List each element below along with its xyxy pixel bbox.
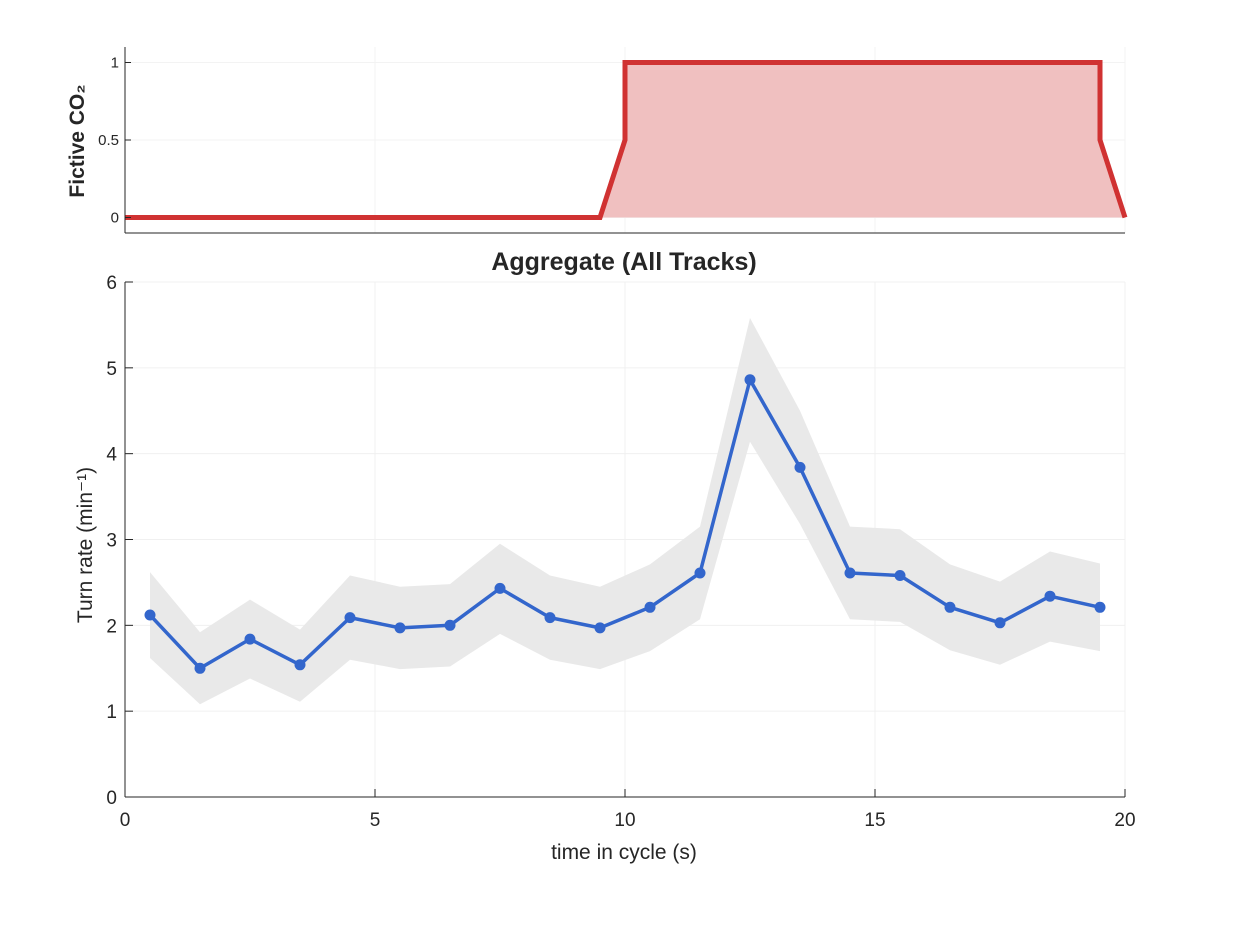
data-point	[494, 582, 506, 594]
co2-area	[125, 60, 1128, 220]
co2-y-axis-label: Fictive CO₂	[66, 84, 89, 197]
mean-line	[148, 378, 1101, 671]
data-point	[444, 619, 456, 631]
co2-line	[125, 60, 1128, 220]
x-tick-label: 0	[120, 810, 131, 831]
data-point	[844, 567, 856, 579]
y-tick-label: 1	[106, 702, 117, 723]
turn-rate-ticks: 0 5 10 15 20 0 1 2 3 4 5 6	[106, 273, 1135, 831]
chart-title: Aggregate (All Tracks)	[491, 248, 756, 276]
turn-rate-line	[144, 374, 1106, 674]
data-point	[244, 633, 256, 645]
data-point	[394, 622, 406, 634]
data-point	[694, 567, 706, 579]
y-axis-label: Turn rate (min⁻¹)	[74, 467, 97, 623]
co2-y-tick-label: 0	[111, 210, 119, 227]
x-tick-label: 5	[370, 810, 381, 831]
data-point	[194, 662, 206, 674]
data-point	[644, 601, 656, 613]
x-tick-label: 10	[614, 810, 635, 831]
y-tick-label: 5	[106, 359, 117, 380]
y-tick-label: 4	[106, 445, 117, 466]
co2-y-tick-label: 1	[111, 55, 119, 72]
data-point	[1044, 590, 1056, 602]
data-point	[594, 622, 606, 634]
data-point	[1094, 601, 1106, 613]
y-tick-label: 2	[106, 616, 117, 637]
data-point	[144, 609, 156, 621]
co2-y-tick-label: 0.5	[98, 132, 119, 149]
x-tick-label: 15	[864, 810, 885, 831]
data-point	[744, 374, 756, 386]
error-band	[150, 318, 1100, 705]
turn-rate-panel: Aggregate (All Tracks) 0 5 10 15 20 0 1 2 3 4 5 6 t…	[74, 248, 1136, 864]
data-point	[794, 461, 806, 473]
data-point	[544, 612, 556, 624]
data-point	[894, 570, 906, 581]
co2-panel: 00.51 Fictive CO₂	[66, 47, 1128, 234]
turn-rate-band	[150, 318, 1100, 705]
x-tick-label: 20	[1114, 810, 1135, 831]
co2-ticks: 00.51	[98, 55, 131, 227]
x-axis-label: time in cycle (s)	[551, 841, 697, 864]
y-tick-label: 3	[106, 531, 117, 552]
turn-rate-grid	[124, 281, 1126, 798]
y-tick-label: 6	[106, 273, 117, 294]
data-point	[294, 659, 306, 671]
data-point	[344, 612, 356, 624]
data-point	[944, 601, 956, 613]
y-tick-label: 0	[106, 788, 117, 809]
data-point	[994, 617, 1006, 629]
